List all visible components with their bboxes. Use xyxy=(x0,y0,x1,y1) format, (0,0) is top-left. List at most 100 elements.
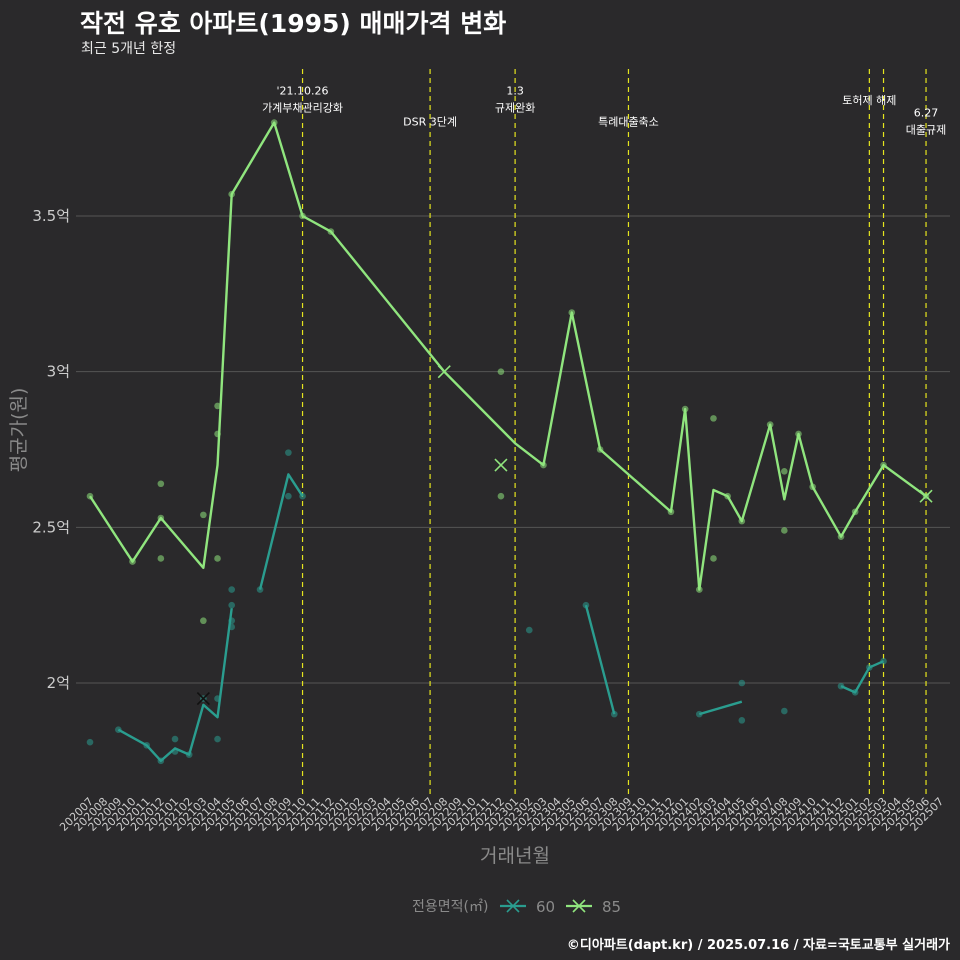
series-85-point xyxy=(724,492,731,500)
series-85-point xyxy=(568,309,576,316)
series-60-point xyxy=(256,586,264,593)
legend-item-85: 85 xyxy=(566,898,621,916)
event-label: 1.3 xyxy=(506,85,524,98)
series-60-point xyxy=(115,726,122,733)
series-60-point xyxy=(738,717,746,724)
series-85-point xyxy=(781,467,788,475)
series-85-point xyxy=(214,430,221,438)
series-85-cross-marker xyxy=(494,458,508,472)
series-85-point xyxy=(880,461,887,469)
y-tick-label: 3.5억 xyxy=(32,207,70,225)
series-60-point xyxy=(285,449,292,456)
series-60-line xyxy=(840,660,885,694)
series-85-point xyxy=(497,368,505,375)
legend-label: 60 xyxy=(536,898,555,916)
series-60-point xyxy=(738,679,746,687)
legend-label: 85 xyxy=(602,898,621,916)
event-label: 규제완화 xyxy=(495,102,535,115)
grid-layer xyxy=(76,215,950,684)
series-60-point xyxy=(228,617,235,625)
event-label: 가계부채관리강화 xyxy=(262,102,343,115)
series-85-point xyxy=(710,555,717,562)
series-60-point xyxy=(228,623,235,631)
series-85-line xyxy=(88,121,927,591)
series-60-point xyxy=(157,757,165,765)
series-85-cross-marker xyxy=(919,489,933,503)
series-60-point xyxy=(171,735,179,743)
cross-stroke xyxy=(494,458,508,472)
series-lines-layer xyxy=(88,121,927,763)
cross-stroke xyxy=(919,489,933,503)
series-60-point xyxy=(143,741,150,749)
series-85-point xyxy=(200,511,207,519)
event-label: 특례대출축소 xyxy=(598,116,659,129)
series-85-point xyxy=(214,402,221,410)
series-85-point xyxy=(86,492,94,500)
x-axis-title: 거래년월 xyxy=(480,845,550,867)
series-85-point xyxy=(809,483,816,491)
series-60-point xyxy=(299,492,306,500)
event-label: 대출규제 xyxy=(906,123,946,136)
series-60-point xyxy=(185,751,193,758)
y-axis-title: 평균가(원) xyxy=(8,388,30,473)
event-lines-layer xyxy=(301,69,927,796)
series-60-point xyxy=(86,738,94,746)
series-85-point xyxy=(327,228,335,235)
series-85-point xyxy=(837,533,845,540)
series-60-point xyxy=(228,586,235,593)
series-85-point xyxy=(129,558,136,565)
series-85-point xyxy=(157,555,165,562)
series-85-point xyxy=(795,430,802,438)
series-60-point xyxy=(171,748,179,755)
series-60-point xyxy=(851,689,859,696)
series-85-point xyxy=(270,119,278,126)
series-60-point xyxy=(837,682,845,690)
y-tick-label: 2.5억 xyxy=(32,518,70,536)
series-85-point xyxy=(738,517,746,525)
series-85-point xyxy=(781,527,788,534)
event-label: 토허제 해제 xyxy=(842,93,896,107)
series-85-point xyxy=(200,617,207,625)
series-points-layer xyxy=(86,119,933,765)
series-60-point xyxy=(214,735,221,743)
series-60-point xyxy=(866,664,873,671)
legend: 전용면적(㎡) 60 85 xyxy=(412,898,621,916)
chart-subtitle: 최근 5개년 한정 xyxy=(81,41,177,57)
series-85-point xyxy=(540,461,547,469)
series-60-line xyxy=(698,700,743,716)
event-label: DSR 3단계 xyxy=(403,116,457,129)
cross-stroke xyxy=(437,365,451,379)
event-label: 6.27 xyxy=(914,106,939,119)
y-tick-label: 3억 xyxy=(47,363,70,381)
legend-item-60: 60 xyxy=(500,898,555,916)
series-60-point xyxy=(781,707,788,715)
series-85-point xyxy=(696,586,703,593)
labels-layer: 2억2.5억3억3.5억2020072020082020092020102020… xyxy=(8,85,946,916)
series-85-point xyxy=(157,480,165,488)
series-60-point xyxy=(525,626,533,634)
chart-title: 작전 유호 아파트(1995) 매매가격 변화 xyxy=(80,9,507,38)
series-85-point xyxy=(681,405,689,413)
series-85-cross-marker xyxy=(437,365,451,379)
series-85-point xyxy=(851,508,859,516)
legend-swatch-cross xyxy=(572,899,586,913)
series-85-point xyxy=(214,555,221,562)
y-tick-label: 2억 xyxy=(47,674,70,692)
cross-stroke xyxy=(196,692,210,706)
series-85-point xyxy=(710,415,717,422)
series-60-point xyxy=(582,601,590,609)
legend-swatch-cross xyxy=(506,899,520,913)
series-60-point xyxy=(696,710,703,718)
event-label: '21.10.26 xyxy=(277,85,329,98)
series-85-point xyxy=(157,514,165,522)
series-60-point xyxy=(214,695,221,702)
series-60-point xyxy=(610,710,618,718)
series-60-line xyxy=(584,604,616,715)
series-60-cross-marker xyxy=(196,692,210,706)
series-85-point xyxy=(228,190,235,198)
series-85-point xyxy=(299,212,306,220)
series-60-point xyxy=(880,657,887,665)
series-60-line xyxy=(117,608,233,763)
